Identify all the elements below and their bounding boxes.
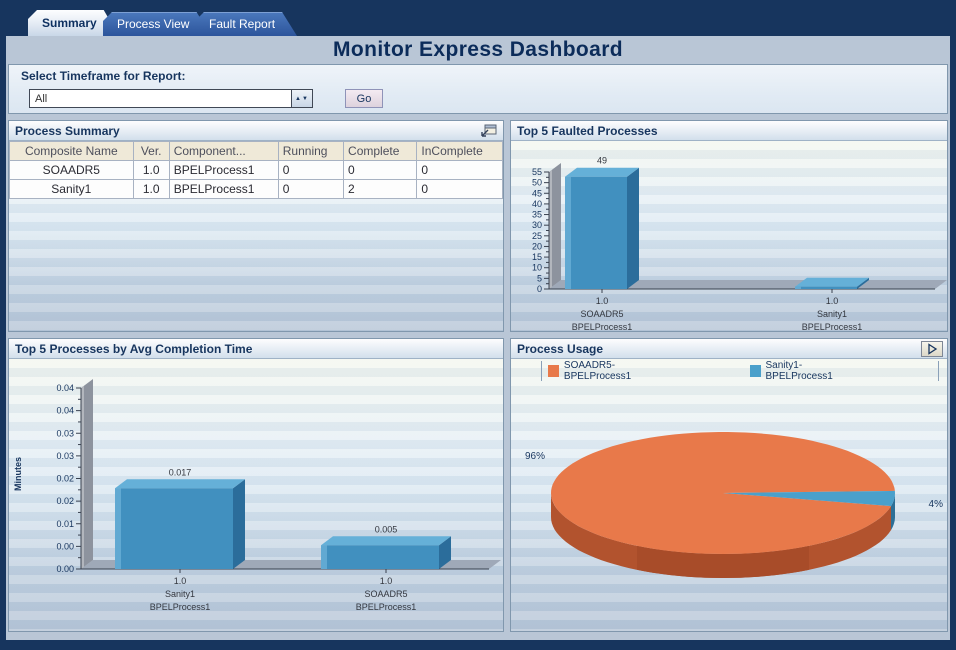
svg-text:50: 50: [532, 178, 542, 188]
legend-item[interactable]: Sanity1-BPELProcess1: [749, 360, 860, 382]
bar-value-label: 49: [597, 156, 607, 166]
y-axis-label: Minutes: [13, 457, 23, 491]
process-summary-panel: Process Summary Composite Name Ver. Compon…: [8, 120, 504, 332]
svg-text:0.04: 0.04: [56, 383, 74, 393]
table-cell: 1.0: [132, 160, 170, 180]
go-button[interactable]: Go: [345, 89, 383, 108]
process-usage-panel: Process Usage SOAADR5-BPELProcess1 Sanit…: [510, 338, 948, 632]
svg-text:0.02: 0.02: [56, 474, 74, 484]
bar-category-label: 1.0: [826, 296, 839, 306]
table-cell: Sanity1: [9, 179, 134, 199]
detach-icon[interactable]: [479, 123, 499, 139]
bar-category-label: BPELProcess1: [572, 322, 633, 331]
table-row[interactable]: Sanity1 1.0 BPELProcess1 0 2 0: [9, 179, 503, 199]
column-header: Complete: [343, 141, 418, 161]
svg-text:40: 40: [532, 199, 542, 209]
svg-text:0: 0: [537, 284, 542, 294]
usage-legend: SOAADR5-BPELProcess1 Sanity1-BPELProcess…: [541, 360, 939, 382]
completion-chart-title: Top 5 Processes by Avg Completion Time: [15, 341, 253, 356]
bar-value-label: 0.005: [375, 524, 398, 534]
usage-chart-title: Process Usage: [517, 341, 604, 356]
table-header-row: Composite Name Ver. Component... Running Com…: [9, 141, 503, 161]
svg-text:0.02: 0.02: [56, 496, 74, 506]
table-cell: 0: [416, 160, 503, 180]
svg-text:20: 20: [532, 241, 542, 251]
completion-time-panel: Top 5 Processes by Avg Completion Time 0…: [8, 338, 504, 632]
tab-summary-label: Summary: [42, 16, 97, 30]
bar-value-label: 0.017: [169, 467, 192, 477]
table-cell: 0: [277, 179, 345, 199]
table-cell: 0: [277, 160, 345, 180]
table-cell: BPELProcess1: [168, 160, 279, 180]
svg-text:0.03: 0.03: [56, 451, 74, 461]
table-cell: 1.0: [132, 179, 170, 199]
table-cell: BPELProcess1: [168, 179, 279, 199]
svg-text:10: 10: [532, 263, 542, 273]
svg-text:45: 45: [532, 188, 542, 198]
svg-text:0.00: 0.00: [56, 564, 74, 574]
column-header: Component...: [168, 141, 279, 161]
dropdown-arrows-icon[interactable]: ▲▼: [291, 90, 312, 107]
svg-text:25: 25: [532, 231, 542, 241]
column-header: Running: [277, 141, 345, 161]
svg-text:0.04: 0.04: [56, 406, 74, 416]
svg-text:0.00: 0.00: [56, 541, 74, 551]
table-cell: 2: [343, 179, 418, 199]
column-header: InComplete: [416, 141, 503, 161]
bar-category-label: Sanity1: [165, 589, 195, 599]
legend-swatch: [749, 365, 761, 377]
play-icon: [928, 342, 938, 355]
column-header: Ver.: [132, 141, 170, 161]
svg-text:15: 15: [532, 252, 542, 262]
column-header: Composite Name: [9, 141, 134, 161]
bar-category-label: SOAADR5: [580, 309, 623, 319]
svg-text:55: 55: [532, 167, 542, 177]
pie-slice-label: 4%: [929, 499, 944, 510]
bar-category-label: SOAADR5: [364, 589, 407, 599]
bar-category-label: BPELProcess1: [802, 322, 863, 331]
bar-category-label: Sanity1: [817, 309, 847, 319]
table-row[interactable]: SOAADR5 1.0 BPELProcess1 0 0 0: [9, 160, 503, 180]
play-button[interactable]: [921, 340, 943, 357]
tab-bar: Summary Process View Fault Report: [6, 6, 950, 36]
bar-category-label: 1.0: [380, 576, 393, 586]
usage-pie-chart: 96% 4%: [525, 432, 944, 578]
legend-label: Sanity1-BPELProcess1: [765, 360, 833, 382]
table-cell: 0: [416, 179, 503, 199]
tab-process-view-label: Process View: [117, 17, 190, 31]
completion-bar-chart: 0.04 0.04 0.03 0.03 0.02 0.02 0.01 0.00 0.00 0.01…: [13, 379, 501, 612]
bar-category-label: BPELProcess1: [150, 602, 211, 612]
legend-label: SOAADR5-BPELProcess1: [563, 360, 632, 382]
svg-text:30: 30: [532, 220, 542, 230]
pie-slice-label: 96%: [525, 451, 545, 462]
tab-process-view[interactable]: Process View: [103, 12, 211, 36]
table-cell: SOAADR5: [9, 160, 134, 180]
go-button-label: Go: [356, 92, 372, 105]
bar-category-label: 1.0: [596, 296, 609, 306]
svg-text:5: 5: [537, 273, 542, 283]
tab-fault-report[interactable]: Fault Report: [195, 12, 297, 36]
tab-fault-report-label: Fault Report: [209, 17, 276, 31]
faulted-processes-panel: Top 5 Faulted Processes 55 50 45 40 35 30 25 20…: [510, 120, 948, 332]
page-title: Monitor Express Dashboard: [332, 38, 624, 61]
timeframe-selected-value: All: [35, 92, 48, 105]
faulted-bar-chart: 5550454035302520151050491.0SOAADR5BPELPr…: [532, 156, 947, 331]
faulted-chart-title: Top 5 Faulted Processes: [517, 123, 658, 138]
timeframe-panel: Select Timeframe for Report: All ▲▼ Go: [8, 64, 948, 114]
table-cell: 0: [343, 160, 418, 180]
timeframe-heading: Select Timeframe for Report:: [21, 69, 186, 83]
timeframe-select[interactable]: All ▲▼: [29, 89, 313, 108]
process-summary-table: Composite Name Ver. Component... Running Com…: [9, 141, 503, 199]
svg-text:35: 35: [532, 210, 542, 220]
bar-category-label: 1.0: [174, 576, 187, 586]
dashboard-frame: Summary Process View Fault Report Monito…: [6, 6, 950, 640]
process-summary-title: Process Summary: [15, 123, 120, 138]
legend-item[interactable]: SOAADR5-BPELProcess1: [548, 360, 672, 382]
svg-text:0.03: 0.03: [56, 428, 74, 438]
bar-category-label: BPELProcess1: [356, 602, 417, 612]
legend-swatch: [548, 365, 559, 377]
svg-text:0.01: 0.01: [56, 519, 74, 529]
